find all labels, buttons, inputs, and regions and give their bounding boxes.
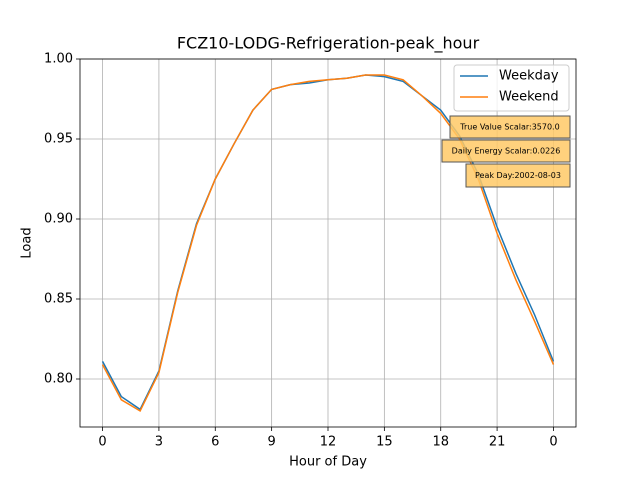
x-tick-label: 0 [549, 435, 557, 450]
annotation-box [441, 139, 571, 163]
y-axis-label: Load [20, 227, 35, 258]
x-tick-label: 21 [489, 435, 506, 450]
y-tick-label: 0.95 [44, 132, 73, 147]
x-tick-label: 9 [267, 435, 275, 450]
annotation: Daily Energy Scalar:0.0226 [452, 147, 561, 156]
x-tick-label: 18 [432, 435, 449, 450]
annotation-box [465, 163, 571, 188]
y-tick-label: 1.00 [44, 52, 73, 67]
x-tick-label: 3 [155, 435, 163, 450]
x-axis-label: Hour of Day [289, 455, 367, 470]
annotation-box [449, 115, 571, 139]
y-tick-label: 0.90 [44, 212, 73, 227]
x-tick-label: 0 [98, 435, 106, 450]
chart-title: FCZ10-LODG-Refrigeration-peak_hour [177, 34, 480, 54]
x-tick-label: 12 [320, 435, 337, 450]
x-tick-label: 15 [376, 435, 393, 450]
y-tick-label: 0.80 [44, 372, 73, 387]
x-tick-label: 6 [211, 435, 219, 450]
plot-frame [79, 58, 577, 428]
annotation: Peak Day:2002-08-03 [475, 171, 561, 180]
legend-label: Weekday [499, 69, 559, 84]
y-tick-label: 0.85 [44, 292, 73, 307]
legend-label: Weekend [499, 90, 559, 105]
annotation: True Value Scalar:3570.0 [459, 123, 559, 132]
